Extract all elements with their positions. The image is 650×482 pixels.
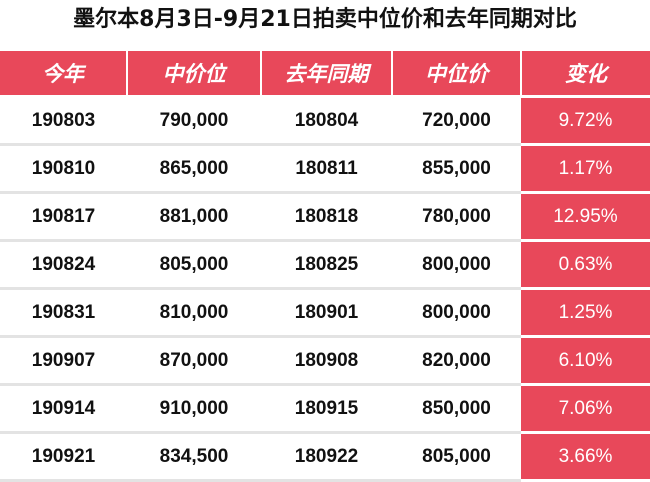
cell-this-year-median: 805,000 bbox=[127, 240, 261, 290]
cell-this-year-median: 810,000 bbox=[127, 288, 261, 338]
cell-this-year-date: 190907 bbox=[0, 336, 127, 386]
cell-this-year-median: 790,000 bbox=[127, 96, 261, 146]
cell-last-year-date: 180901 bbox=[261, 288, 392, 338]
table-row: 190810 865,000 180811 855,000 1.17% bbox=[0, 144, 650, 194]
header-this-year: 今年 bbox=[0, 51, 128, 98]
cell-last-year-median: 800,000 bbox=[392, 240, 521, 290]
cell-change: 3.66% bbox=[521, 432, 650, 482]
cell-last-year-median: 855,000 bbox=[392, 144, 521, 194]
cell-last-year-median: 820,000 bbox=[392, 336, 521, 386]
header-last-year-period: 去年同期 bbox=[261, 51, 393, 98]
cell-change: 0.63% bbox=[521, 240, 650, 290]
table-row: 190921 834,500 180922 805,000 3.66% bbox=[0, 432, 650, 482]
cell-this-year-date: 190914 bbox=[0, 384, 127, 434]
cell-this-year-median: 910,000 bbox=[127, 384, 261, 434]
cell-this-year-date: 190831 bbox=[0, 288, 127, 338]
cell-last-year-median: 850,000 bbox=[392, 384, 521, 434]
table-row: 190824 805,000 180825 800,000 0.63% bbox=[0, 240, 650, 290]
cell-change: 9.72% bbox=[521, 96, 650, 146]
cell-last-year-median: 800,000 bbox=[392, 288, 521, 338]
cell-this-year-median: 865,000 bbox=[127, 144, 261, 194]
cell-last-year-date: 180825 bbox=[261, 240, 392, 290]
auction-price-table: 今年 中价位 去年同期 中位价 变化 190803 790,000 180804… bbox=[0, 51, 650, 482]
cell-last-year-date: 180922 bbox=[261, 432, 392, 482]
cell-change: 1.17% bbox=[521, 144, 650, 194]
cell-last-year-median: 720,000 bbox=[392, 96, 521, 146]
header-change: 变化 bbox=[521, 51, 650, 98]
cell-this-year-median: 881,000 bbox=[127, 192, 261, 242]
table-row: 190914 910,000 180915 850,000 7.06% bbox=[0, 384, 650, 434]
cell-last-year-date: 180915 bbox=[261, 384, 392, 434]
cell-change: 12.95% bbox=[521, 192, 650, 242]
cell-last-year-date: 180811 bbox=[261, 144, 392, 194]
cell-this-year-date: 190810 bbox=[0, 144, 127, 194]
cell-this-year-median: 834,500 bbox=[127, 432, 261, 482]
cell-change: 7.06% bbox=[521, 384, 650, 434]
table-row: 190817 881,000 180818 780,000 12.95% bbox=[0, 192, 650, 242]
cell-last-year-date: 180908 bbox=[261, 336, 392, 386]
cell-this-year-date: 190824 bbox=[0, 240, 127, 290]
table-header-row: 今年 中价位 去年同期 中位价 变化 bbox=[0, 51, 650, 98]
cell-this-year-median: 870,000 bbox=[127, 336, 261, 386]
cell-this-year-date: 190817 bbox=[0, 192, 127, 242]
table-row: 190907 870,000 180908 820,000 6.10% bbox=[0, 336, 650, 386]
cell-change: 1.25% bbox=[521, 288, 650, 338]
header-this-year-median: 中价位 bbox=[127, 51, 262, 98]
cell-last-year-median: 805,000 bbox=[392, 432, 521, 482]
cell-last-year-median: 780,000 bbox=[392, 192, 521, 242]
page-title: 墨尔本8月3日-9月21日拍卖中位价和去年同期对比 bbox=[73, 7, 577, 32]
cell-change: 6.10% bbox=[521, 336, 650, 386]
header-last-year-median: 中位价 bbox=[392, 51, 522, 98]
cell-last-year-date: 180818 bbox=[261, 192, 392, 242]
cell-this-year-date: 190921 bbox=[0, 432, 127, 482]
table-row: 190831 810,000 180901 800,000 1.25% bbox=[0, 288, 650, 338]
cell-this-year-date: 190803 bbox=[0, 96, 127, 146]
cell-last-year-date: 180804 bbox=[261, 96, 392, 146]
table-row: 190803 790,000 180804 720,000 9.72% bbox=[0, 96, 650, 146]
